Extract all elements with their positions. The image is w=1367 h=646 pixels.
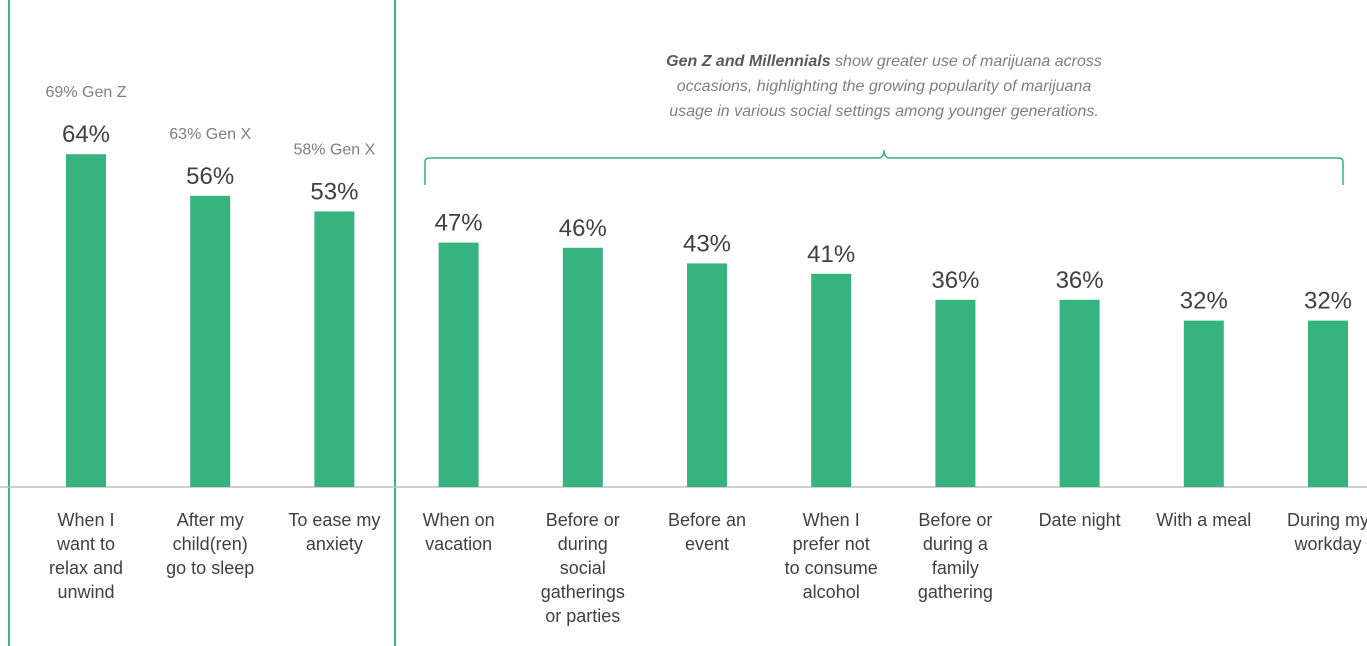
category-label-line: during a [923,534,989,554]
category-label-line: To ease my [288,510,380,530]
value-label-8: 36% [1056,267,1104,294]
category-label-7: Before or during a family gathering [918,510,993,602]
annotation-line1-rest: show greater use of marijuana across [831,53,1102,70]
category-label-line: prefer not [793,534,870,554]
category-label-6: When I prefer not to consume alcohol [785,510,878,602]
category-label-2: To ease my anxiety [288,510,380,554]
category-label-4: Before or during social gatherings or partie… [541,510,625,626]
value-label-4: 46% [559,215,607,242]
category-label-line: event [685,534,729,554]
highlight-box [8,0,396,646]
category-label-line: to consume [785,558,878,578]
category-label-line: workday [1293,534,1361,554]
annotation-line2: occasions, highlighting the growing popu… [677,78,1092,95]
bar-8 [1059,299,1100,487]
value-label-6: 41% [807,241,855,268]
category-label-line: anxiety [306,534,363,554]
value-label-7: 36% [931,267,979,294]
category-label-line: During my [1287,510,1367,530]
value-label-3: 47% [435,210,483,237]
category-label-5: Before an event [668,510,746,554]
category-label-line: during [558,534,608,554]
annotation-line3: usage in various social settings among y… [669,103,1099,120]
category-label-line: After my [177,510,244,530]
annotation-text: Gen Z and Millennials show greater use o… [666,53,1102,70]
category-label-line: Before an [668,510,746,530]
bar-2 [314,211,355,487]
value-label-10: 32% [1304,288,1352,315]
category-label-line: When I [803,510,860,530]
category-label-line: When on [423,510,495,530]
bar-1 [190,195,231,488]
value-label-5: 43% [683,230,731,257]
category-label-line: Before or [546,510,620,530]
value-label-2: 53% [310,178,358,205]
bar-6 [811,273,852,487]
category-label-line: go to sleep [166,558,254,578]
bar-9 [1183,320,1224,487]
bars-group: 64% 69% Gen Z When I want to relax and unwind… [46,84,1367,626]
category-label-3: When on vacation [423,510,495,554]
category-label-line: social [560,558,606,578]
value-label-1: 56% [186,163,234,190]
category-label-0: When I want to relax and unwind [49,510,123,602]
bar-10 [1308,320,1348,487]
value-label-0: 64% [62,121,110,148]
annotation-bold: Gen Z and Millennials [666,53,831,70]
value-label-9: 32% [1180,288,1228,315]
category-label-line: When I [57,510,114,530]
bar-7 [935,299,976,487]
category-label-line: gathering [918,582,993,602]
category-label-line: unwind [57,582,114,602]
category-label-line: gatherings [541,582,625,602]
category-label-line: want to [56,534,115,554]
category-label-line: vacation [425,534,492,554]
gen-note-2: 58% Gen X [293,141,375,158]
bar-4 [562,247,603,487]
category-label-8: Date night [1039,510,1121,530]
category-label-line: Date night [1039,510,1121,530]
category-label-line: With a meal [1156,510,1251,530]
bar-3 [438,242,479,487]
bar-0 [66,154,106,487]
annotation-bracket [424,149,1344,185]
category-label-line: or parties [545,606,620,626]
category-label-line: relax and [49,558,123,578]
category-label-9: With a meal [1156,510,1251,530]
gen-note-1: 63% Gen X [169,126,251,143]
bar-5 [687,263,727,487]
category-label-10: During my workday [1287,510,1367,554]
category-label-line: family [932,558,979,578]
category-label-line: child(ren) [173,534,248,554]
category-label-1: After my child(ren) go to sleep [166,510,254,578]
category-label-line: alcohol [803,582,860,602]
category-label-line: Before or [918,510,992,530]
gen-note-0: 69% Gen Z [46,84,127,101]
